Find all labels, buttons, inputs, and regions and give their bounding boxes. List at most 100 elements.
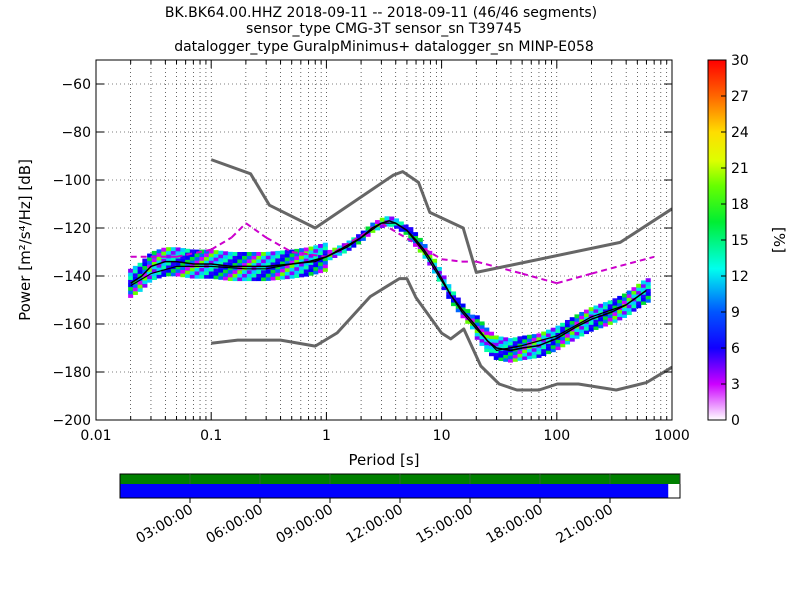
heatmap-cell <box>555 346 561 351</box>
heatmap-cell <box>175 272 181 277</box>
heatmap-cell <box>555 342 561 347</box>
heatmap-cell <box>227 259 233 263</box>
outlier-trace-segment <box>380 222 443 261</box>
heatmap-cell <box>232 252 238 256</box>
heatmap-cell <box>636 287 642 292</box>
colorbar-tick-label: 24 <box>731 125 749 141</box>
heatmap-cell <box>223 262 229 266</box>
x-tick-label: 1000 <box>654 428 690 444</box>
x-tick-label: 1 <box>322 428 331 444</box>
heatmap-cell <box>208 267 214 272</box>
heatmap-cell <box>375 226 381 231</box>
heatmap-cell <box>128 272 134 277</box>
heatmap-cell <box>199 253 205 258</box>
heatmap-cell <box>493 338 499 343</box>
heatmap-cell <box>151 250 157 255</box>
heatmap-cell <box>151 265 157 270</box>
heatmap-cell <box>189 249 195 254</box>
colorbar-tick-label: 15 <box>731 233 749 249</box>
heatmap-cell <box>189 260 195 265</box>
heatmap-cell <box>147 267 153 272</box>
heatmap-cell <box>465 319 471 324</box>
heatmap-cell <box>555 339 561 344</box>
heatmap-cell <box>218 254 224 259</box>
heatmap-cell <box>541 331 547 336</box>
heatmap-cell <box>299 259 305 263</box>
heatmap-cell <box>640 280 646 285</box>
heatmap-cell <box>327 249 333 254</box>
heatmap-cell <box>246 277 252 282</box>
heatmap-cell <box>223 272 229 277</box>
heatmap-cell <box>166 250 172 255</box>
heatmap-cell <box>265 273 271 278</box>
heatmap-cell <box>545 350 552 355</box>
heatmap-cell <box>303 265 309 270</box>
heatmap-cell <box>536 333 542 338</box>
heatmap-cell <box>579 332 585 337</box>
heatmap-cell <box>280 250 286 255</box>
heatmap-cell <box>569 317 575 322</box>
heatmap-cell <box>322 242 328 247</box>
heatmap-cell <box>588 320 594 325</box>
heatmap-cell <box>303 272 309 277</box>
heatmap-cell <box>507 338 514 343</box>
heatmap-cell <box>223 269 229 274</box>
heatmap-cell <box>460 307 466 312</box>
heatmap-cell <box>621 296 628 301</box>
heatmap-cell <box>498 357 504 362</box>
heatmap-cell <box>237 270 243 274</box>
heatmap-cell <box>151 258 157 263</box>
heatmap-cell <box>294 263 300 268</box>
outlier-trace-segment <box>245 222 267 239</box>
heatmap-cell <box>318 254 324 259</box>
heatmap-cell <box>446 284 452 289</box>
heatmap-cell <box>151 261 157 266</box>
heatmap-cell <box>517 356 523 361</box>
heatmap-cell <box>132 273 138 277</box>
heatmap-cell <box>493 342 499 347</box>
heatmap-cell <box>474 332 480 337</box>
heatmap-cell <box>180 248 186 252</box>
heatmap-cell <box>479 338 485 343</box>
heatmap-cell <box>455 308 461 313</box>
heatmap-cell <box>294 259 300 264</box>
y-tick-label: −140 <box>53 269 91 285</box>
colorbar-label: [%] <box>770 227 788 253</box>
heatmap-cell <box>322 253 328 258</box>
heatmap-cell <box>488 348 495 353</box>
heatmap-cell <box>161 247 167 252</box>
outlier-trace-segment <box>230 222 247 239</box>
heatmap-cell <box>583 326 590 331</box>
heatmap-cell <box>417 241 423 246</box>
heatmap-cell <box>640 294 646 299</box>
heatmap-cell <box>313 270 319 275</box>
heatmap-cell <box>318 247 324 252</box>
heatmap-cell <box>574 334 580 339</box>
heatmap-cell <box>147 253 153 258</box>
heatmap-cell <box>242 277 248 282</box>
heatmap-cell <box>137 262 143 267</box>
heatmap-cell <box>170 268 176 273</box>
heatmap-cell <box>227 269 233 274</box>
heatmap-cell <box>322 249 328 254</box>
heatmap-cell <box>194 271 200 276</box>
heatmap-cell <box>526 348 533 353</box>
heatmap-cell <box>541 345 547 350</box>
heatmap-cell <box>517 353 523 358</box>
heatmap-cell <box>289 271 295 276</box>
heatmap-cell <box>156 274 162 279</box>
heatmap-cell <box>208 271 214 276</box>
heatmap-cell <box>227 262 233 267</box>
colorbar-tick-label: 30 <box>731 53 749 69</box>
heatmap-cell <box>132 287 138 292</box>
heatmap-cell <box>579 329 585 334</box>
heatmap-cell <box>564 337 571 342</box>
heatmap-cell <box>645 278 651 283</box>
heatmap-cell <box>474 329 480 333</box>
heatmap-cell <box>602 315 609 320</box>
heatmap-cell <box>588 327 594 332</box>
heatmap-cell <box>555 325 561 330</box>
heatmap-cell <box>175 258 181 263</box>
heatmap-cell <box>474 318 480 323</box>
heatmap-cell <box>237 277 243 282</box>
